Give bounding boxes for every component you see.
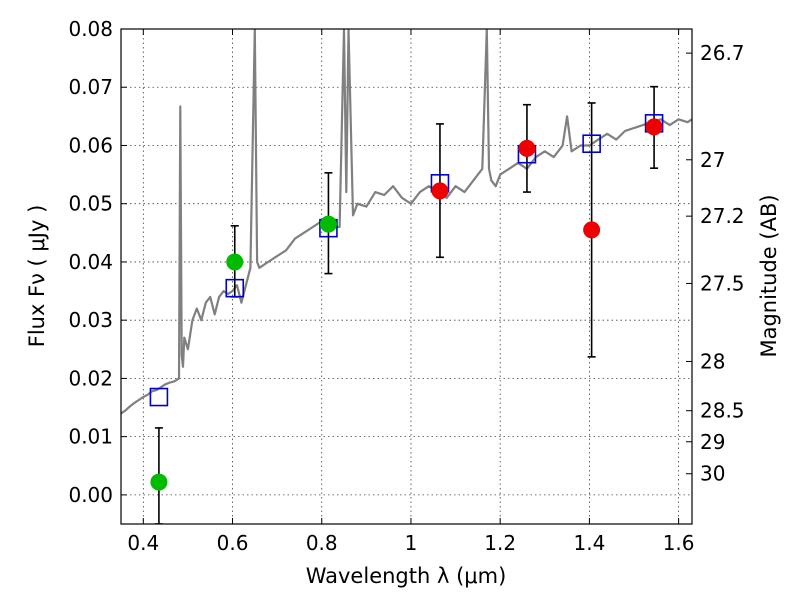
- y2-tick-label: 28: [700, 349, 725, 373]
- y-tick-label: 0.07: [68, 75, 113, 99]
- x-tick-label: 0.4: [127, 531, 159, 555]
- model-sed-layer: [121, 29, 692, 415]
- y2-tick-label: 30: [700, 462, 725, 486]
- x-tick-label: 0.8: [306, 531, 338, 555]
- x-tick-label: 1.6: [663, 531, 695, 555]
- red-data-point: [583, 221, 601, 239]
- green-data-point: [226, 253, 244, 271]
- model-photometry-square: [149, 387, 169, 407]
- y-tick-label: 0.03: [68, 308, 113, 332]
- x-tick-label: 1: [405, 531, 418, 555]
- plot-frame: [120, 28, 693, 525]
- model-sed-line: [121, 29, 692, 415]
- y-tick-label: 0.05: [68, 192, 113, 216]
- y-tick-label: 0.00: [68, 483, 113, 507]
- y-tick-label: 0.01: [68, 425, 113, 449]
- green-data-point: [150, 473, 168, 491]
- data-points-layer: [149, 114, 664, 491]
- y-axis-label: Flux Fν ( μJy ): [25, 205, 49, 348]
- y2-axis-label: Magnitude (AB): [757, 194, 781, 357]
- x-tick-label: 1.4: [573, 531, 605, 555]
- y2-tick-label: 27.2: [700, 204, 745, 228]
- y2-tick-label: 26.7: [700, 41, 745, 65]
- y-tick-label: 0.06: [68, 133, 113, 157]
- tick-marks: [121, 28, 692, 524]
- x-tick-label: 0.6: [217, 531, 249, 555]
- tick-labels: 0.4 0.6 0.8 1 1.2 1.4 1.6 0.00 0.01 0.02 0.03 0.04 0…: [68, 17, 744, 555]
- y2-tick-label: 29: [700, 430, 725, 454]
- y-tick-label: 0.04: [68, 250, 113, 274]
- red-data-point: [431, 182, 449, 200]
- model-photometry-square: [225, 278, 245, 298]
- red-data-point: [518, 139, 536, 157]
- y2-tick-label: 28.5: [700, 399, 745, 423]
- x-tick-label: 1.2: [484, 531, 516, 555]
- grid-lines: [121, 28, 692, 524]
- y-tick-label: 0.02: [68, 366, 113, 390]
- y-tick-label: 0.08: [68, 17, 113, 41]
- y2-tick-label: 27.5: [700, 271, 745, 295]
- y2-tick-label: 27: [700, 148, 725, 172]
- x-axis-label: Wavelength λ (μm): [306, 564, 507, 588]
- red-data-point: [645, 118, 663, 136]
- model-photometry-square: [582, 134, 601, 154]
- green-data-point: [319, 215, 337, 233]
